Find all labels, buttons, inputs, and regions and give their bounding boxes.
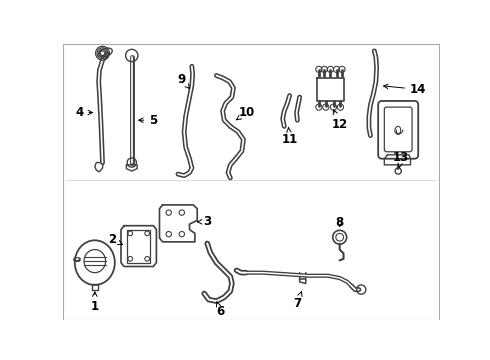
- Text: 4: 4: [75, 106, 93, 119]
- Text: 11: 11: [281, 127, 298, 146]
- Text: 14: 14: [384, 83, 426, 96]
- Text: 12: 12: [332, 110, 348, 131]
- Text: 6: 6: [216, 302, 224, 318]
- Text: 1: 1: [91, 292, 99, 313]
- Text: 10: 10: [236, 106, 255, 120]
- Text: 9: 9: [178, 73, 190, 89]
- Text: 7: 7: [293, 291, 302, 310]
- Text: 2: 2: [108, 233, 122, 246]
- Text: 3: 3: [197, 215, 211, 228]
- Text: 5: 5: [139, 114, 157, 127]
- Text: 8: 8: [336, 216, 344, 229]
- Text: 13: 13: [393, 150, 410, 168]
